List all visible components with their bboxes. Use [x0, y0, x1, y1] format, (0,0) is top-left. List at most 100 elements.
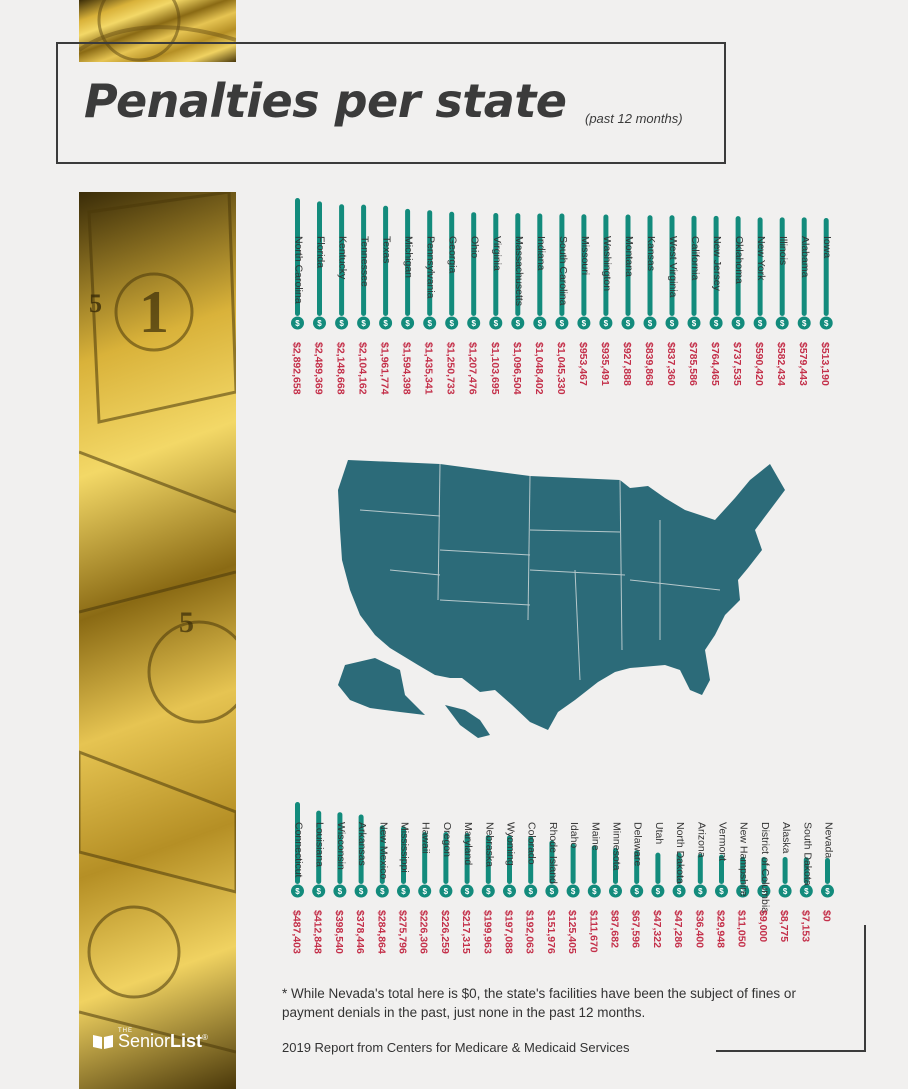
- value-label: $412,848: [312, 910, 324, 954]
- svg-text:5: 5: [89, 289, 102, 318]
- dollar-glyph: $: [507, 887, 512, 896]
- bar: [507, 835, 512, 884]
- bar-group: $New Hampshire $11,050: [736, 822, 750, 948]
- bar: [337, 812, 343, 884]
- dollar-glyph: $: [592, 887, 597, 896]
- logo-brand-bold: List: [170, 1030, 203, 1051]
- dollar-circle-icon: [775, 316, 789, 330]
- dollar-circle-icon: [709, 316, 723, 330]
- category-label: Missouri: [579, 236, 591, 275]
- category-label: Michigan: [403, 236, 415, 278]
- bar-group: $ North Carolina $2,892,658: [291, 198, 305, 395]
- dollar-circle-icon: [467, 316, 481, 330]
- bar: [676, 852, 682, 884]
- dollar-circle-icon: [731, 316, 745, 330]
- title-box: [56, 42, 726, 164]
- bar: [493, 213, 499, 316]
- bar-group: $ Washington $935,491: [599, 214, 613, 386]
- dollar-circle-icon: [401, 316, 415, 330]
- bar-group: $ Minnesota $87,682: [609, 822, 623, 948]
- category-label: Nevada: [823, 822, 835, 858]
- category-label: Arkansas: [356, 822, 368, 866]
- category-label: Oregon: [441, 822, 453, 857]
- category-label: Kentucky: [337, 236, 349, 280]
- dollar-circle-icon: [630, 884, 644, 898]
- us-map-shape: [338, 460, 785, 730]
- bar: [449, 211, 455, 316]
- bar: [361, 204, 367, 316]
- dollar-glyph: $: [613, 887, 618, 896]
- dollar-glyph: $: [422, 887, 427, 896]
- bar-group: $ Illinois $582,434: [775, 217, 789, 386]
- value-label: $2,104,162: [357, 342, 369, 395]
- bar: [669, 215, 675, 316]
- category-label: Hawaii: [420, 822, 432, 854]
- bar: [782, 857, 788, 884]
- bar-group: $ Idaho $125,405: [566, 822, 580, 954]
- bar: [655, 852, 661, 884]
- category-label: New Hampshire: [738, 822, 750, 897]
- us-map: [338, 460, 785, 738]
- category-label: Colorado: [526, 822, 538, 865]
- dollar-circle-icon: [687, 316, 701, 330]
- bar: [591, 845, 597, 884]
- dollar-circle-icon: [819, 316, 833, 330]
- logo-brand-light: Senior: [118, 1030, 171, 1051]
- dollar-circle-icon: [672, 884, 686, 898]
- value-label: $9,000: [757, 910, 769, 942]
- dollar-glyph: $: [528, 887, 533, 896]
- category-label: Idaho: [568, 822, 580, 848]
- dollar-circle-icon: [511, 316, 525, 330]
- category-label: Wisconsin: [335, 822, 347, 870]
- bar-group: $ Alabama $579,443: [797, 217, 811, 386]
- bar-group: $ Nevada $0: [821, 822, 835, 922]
- category-label: Vermont: [717, 822, 729, 861]
- dollar-glyph: $: [634, 887, 639, 896]
- value-label: $2,489,369: [313, 342, 325, 395]
- category-label: Maryland: [462, 822, 474, 865]
- category-label: Arizona: [695, 822, 707, 858]
- category-label: Alabama: [799, 236, 811, 278]
- bar: [740, 856, 746, 884]
- dollar-glyph: $: [380, 887, 385, 896]
- dollar-glyph: $: [339, 319, 344, 328]
- dollar-circle-icon: [757, 884, 771, 898]
- value-label: $785,586: [687, 342, 699, 386]
- value-label: $1,045,330: [555, 342, 567, 395]
- category-label: Oklahoma: [733, 236, 745, 284]
- value-label: $284,864: [375, 910, 387, 954]
- bar: [515, 213, 521, 316]
- dollar-circle-icon: [587, 884, 601, 898]
- dollar-circle-icon: [566, 884, 580, 898]
- category-label: Rhode Island: [547, 822, 559, 884]
- dollar-glyph: $: [465, 887, 470, 896]
- bar: [383, 205, 389, 316]
- value-label: $226,306: [418, 910, 430, 954]
- dollar-glyph: $: [486, 887, 491, 896]
- value-label: $1,435,341: [423, 342, 435, 395]
- dollar-glyph: $: [670, 319, 675, 328]
- bar-group: $ Texas $1,961,774: [379, 205, 393, 395]
- value-label: $0: [821, 910, 833, 922]
- value-label: $837,360: [665, 342, 677, 386]
- dollar-glyph: $: [740, 887, 745, 896]
- bar: [761, 857, 767, 884]
- dollar-circle-icon: [460, 884, 474, 898]
- value-label: $192,063: [524, 910, 536, 954]
- dollar-glyph: $: [736, 319, 741, 328]
- value-label: $378,446: [354, 910, 366, 954]
- bar: [713, 215, 719, 316]
- dollar-glyph: $: [719, 887, 724, 896]
- value-label: $2,892,658: [291, 342, 303, 395]
- bar-group: $ Vermont $29,948: [715, 822, 729, 948]
- value-label: $111,670: [587, 910, 599, 953]
- value-label: $398,540: [333, 910, 345, 954]
- source-citation: 2019 Report from Centers for Medicare & …: [282, 1040, 630, 1055]
- category-label: North Dakota: [674, 822, 686, 884]
- divider-vertical: [864, 925, 866, 1051]
- value-label: $513,190: [819, 342, 831, 386]
- bar: [339, 204, 345, 316]
- dollar-glyph: $: [538, 319, 543, 328]
- value-label: $579,443: [797, 342, 809, 386]
- value-label: $11,050: [736, 910, 748, 948]
